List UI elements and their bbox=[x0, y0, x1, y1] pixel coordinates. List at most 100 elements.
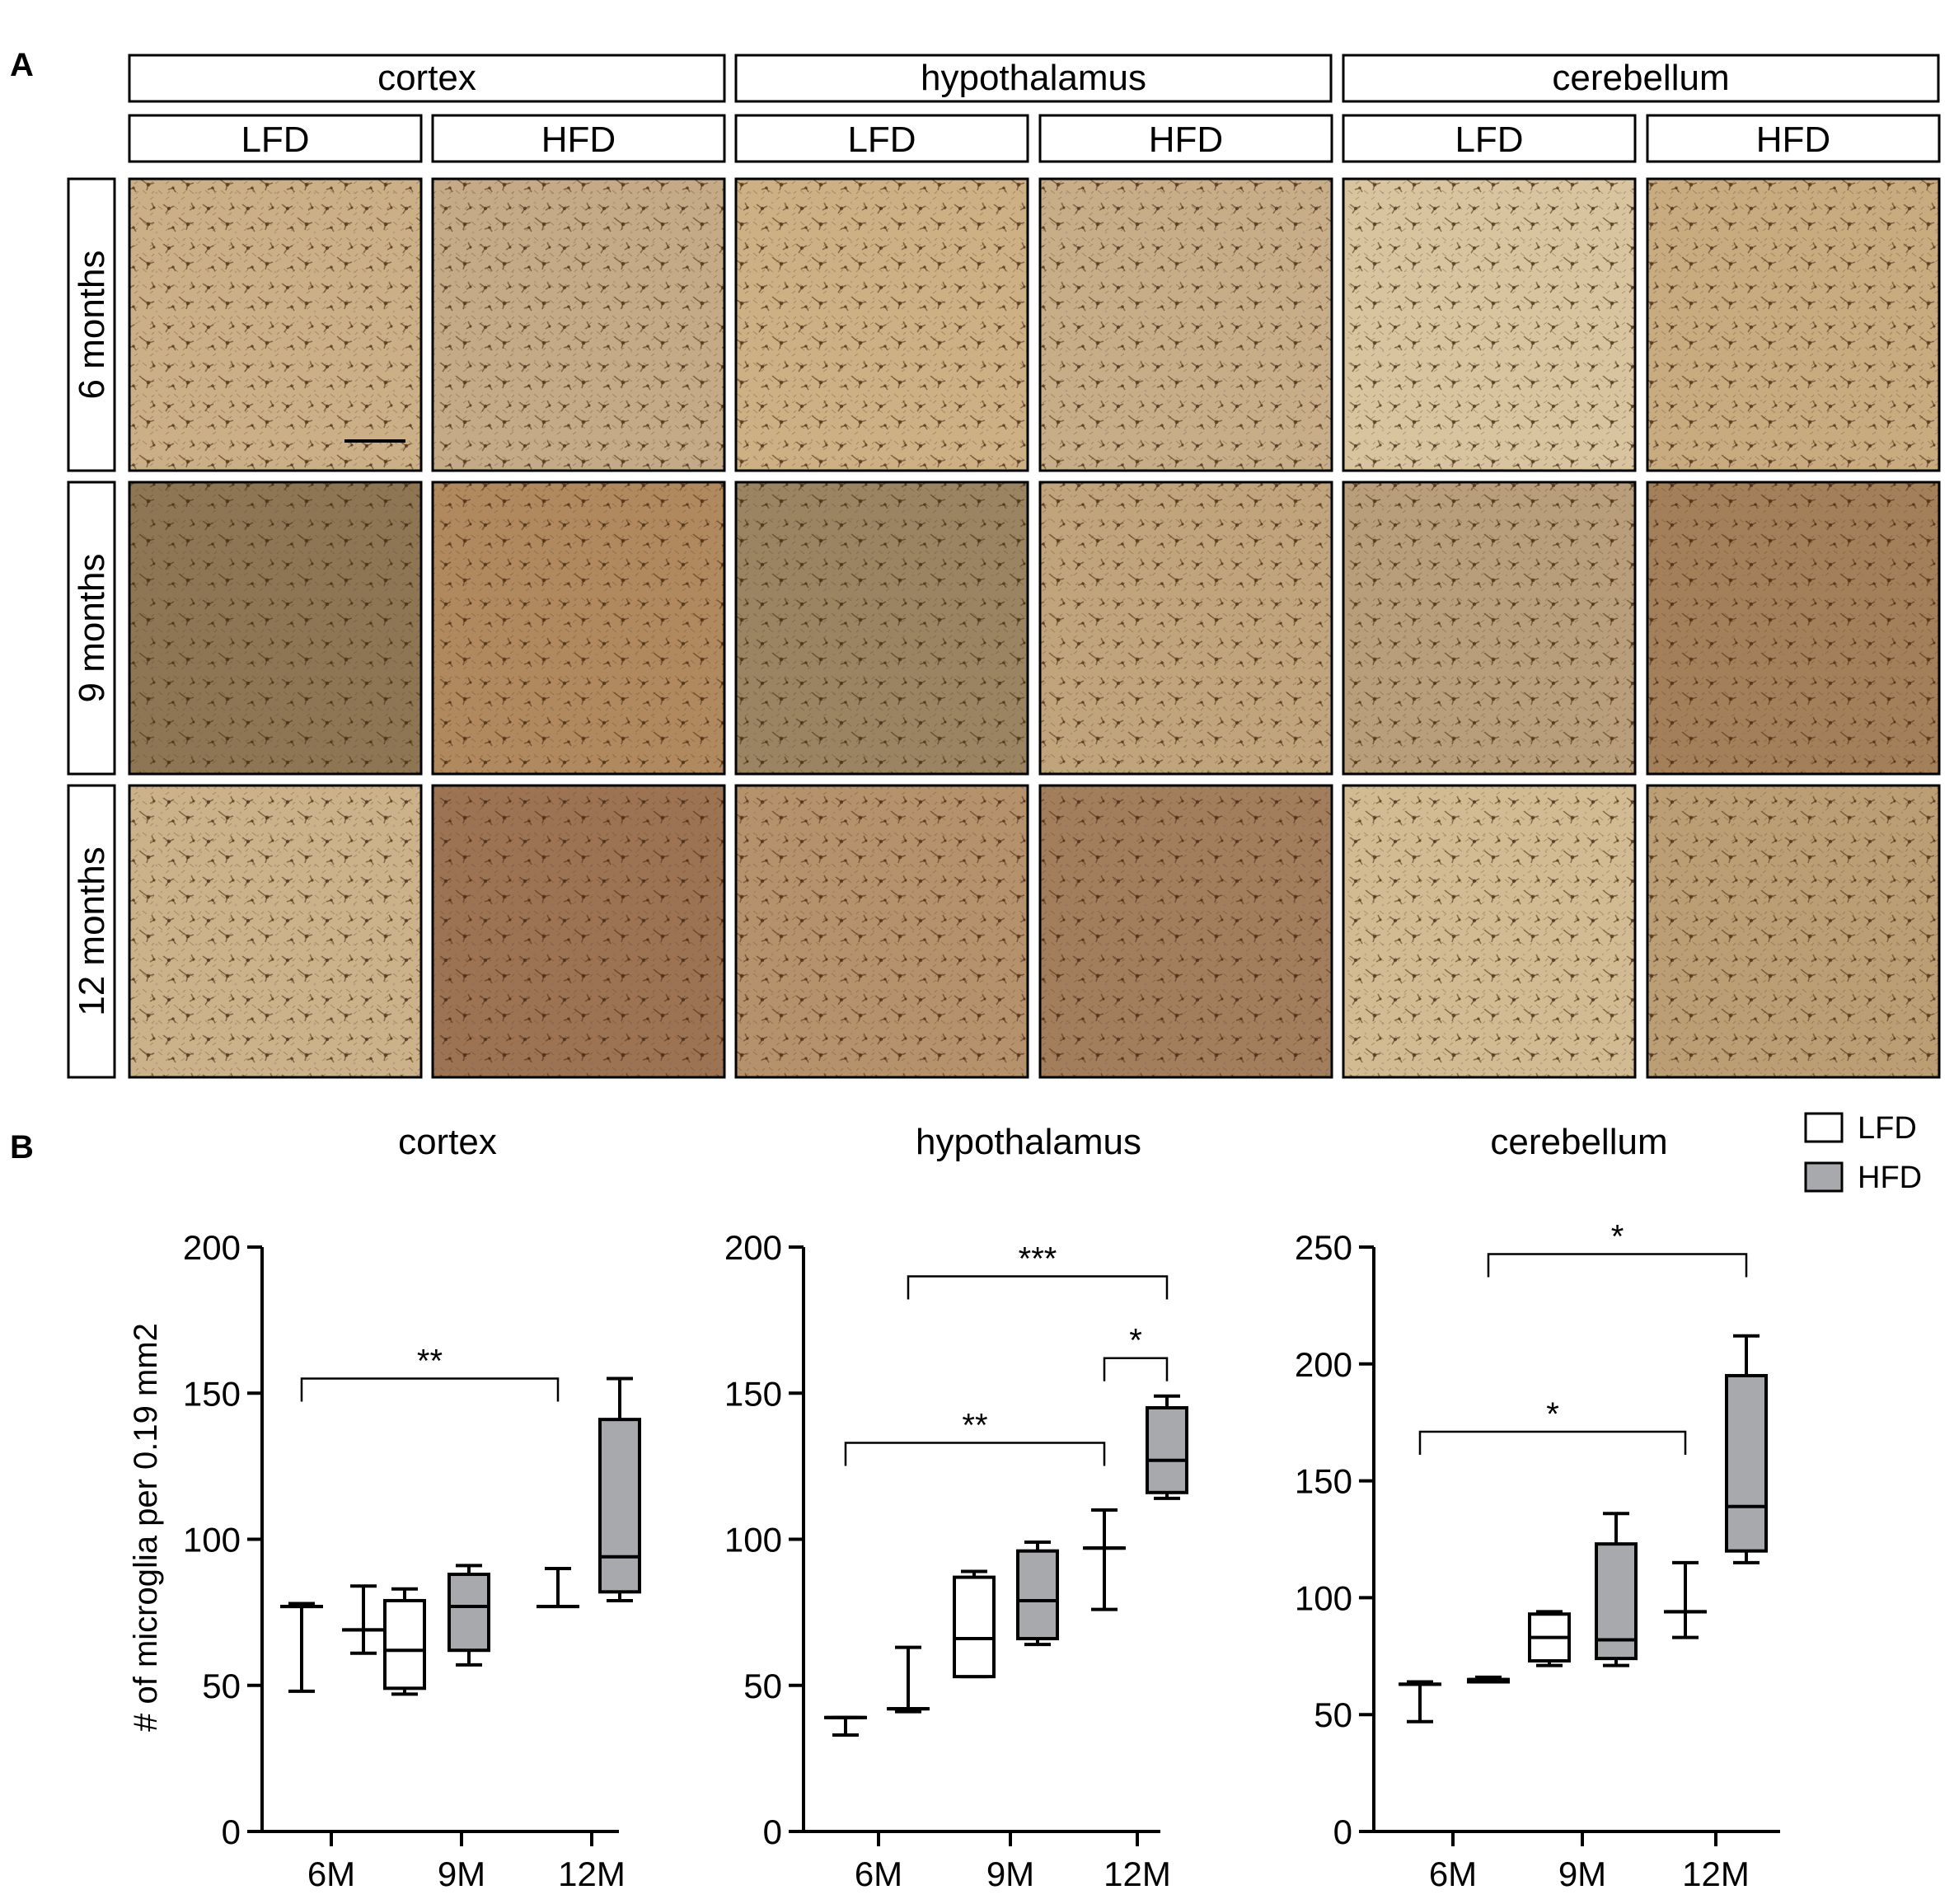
diet-header-box bbox=[1342, 114, 1637, 163]
micrograph-border bbox=[1646, 784, 1941, 1079]
box-body bbox=[383, 1598, 426, 1691]
y-tick-label: 150 bbox=[183, 1374, 241, 1413]
region-header-box bbox=[1342, 54, 1940, 103]
micrograph-cells bbox=[1040, 179, 1332, 471]
box-6m-lfd bbox=[1399, 1680, 1441, 1723]
region-headers: cortex hypothalamus cerebellum bbox=[128, 54, 1940, 103]
box-12m-lfd bbox=[1083, 1508, 1126, 1611]
legend-label-hfd: HFD bbox=[1858, 1161, 1922, 1195]
box-6m-hfd bbox=[1467, 1675, 1510, 1684]
significance-label: * bbox=[1129, 1323, 1142, 1359]
micrograph-cells bbox=[1647, 179, 1939, 471]
micrograph-border bbox=[431, 481, 726, 776]
y-tick-label: 0 bbox=[222, 1813, 241, 1851]
y-tick-label: 200 bbox=[724, 1228, 782, 1267]
panel-b: B # of microglia per 0.19 mm2 LFD HFD cor… bbox=[10, 1111, 1922, 1893]
timepoint-labels: 6 months 9 months 12 months bbox=[67, 177, 116, 1079]
micrograph-border bbox=[431, 177, 726, 472]
x-tick-label-12m: 12M bbox=[1682, 1855, 1750, 1893]
box-9m-lfd bbox=[383, 1587, 426, 1696]
chart-title-cortex: cortex bbox=[398, 1122, 497, 1162]
legend-label-lfd: LFD bbox=[1858, 1111, 1917, 1146]
micrograph-cells bbox=[736, 179, 1028, 471]
box-12m-hfd bbox=[1725, 1334, 1768, 1564]
y-tick-label: 100 bbox=[1295, 1578, 1352, 1617]
y-tick-label: 150 bbox=[1295, 1462, 1352, 1501]
micrograph-cells bbox=[736, 786, 1028, 1077]
micrograph-border bbox=[734, 481, 1029, 776]
x-tick-label-6m: 6M bbox=[1429, 1855, 1477, 1893]
y-tick-label: 100 bbox=[724, 1521, 782, 1559]
micrograph-cells bbox=[433, 482, 724, 774]
micrograph-border bbox=[1038, 177, 1333, 472]
legend: LFD HFD bbox=[1804, 1111, 1922, 1195]
diet-headers: LFD HFD LFD HFD LFD HFD bbox=[128, 114, 1941, 163]
y-tick-label: 50 bbox=[202, 1667, 241, 1705]
diet-header-box bbox=[431, 114, 726, 163]
chart-cortex: cortex 0 50 100 150 200 6M 9M 12M ** bbox=[183, 1122, 641, 1893]
timepoint-label: 9 months bbox=[72, 554, 112, 703]
box-12m-hfd bbox=[1146, 1394, 1188, 1500]
diet-header-lfd: LFD bbox=[847, 120, 916, 160]
box-6m-lfd bbox=[824, 1715, 867, 1738]
chart-title-hypothalamus: hypothalamus bbox=[916, 1122, 1141, 1162]
significance-bracket bbox=[907, 1275, 1169, 1300]
diet-header-box bbox=[128, 114, 423, 163]
y-tick-label: 50 bbox=[743, 1667, 782, 1705]
box-body bbox=[1016, 1549, 1059, 1641]
significance-bracket bbox=[1487, 1253, 1748, 1278]
box-12m-lfd bbox=[1664, 1560, 1707, 1639]
micrograph-cells bbox=[1343, 482, 1635, 774]
y-tick-label: 200 bbox=[1295, 1345, 1352, 1384]
micrograph-border bbox=[1342, 481, 1637, 776]
y-tick-label: 100 bbox=[183, 1521, 241, 1559]
box-6m-hfd bbox=[887, 1645, 930, 1714]
micrograph-cells bbox=[1647, 482, 1939, 774]
micrograph-border bbox=[1646, 481, 1941, 776]
micrograph-cells bbox=[1647, 786, 1939, 1077]
box-9m-hfd bbox=[447, 1564, 490, 1667]
significance-label: *** bbox=[1019, 1240, 1057, 1277]
micrograph-border bbox=[1038, 784, 1333, 1079]
panel-a-letter: A bbox=[10, 47, 34, 83]
box-body bbox=[953, 1575, 996, 1679]
micrograph-border bbox=[128, 784, 423, 1079]
diet-header-box bbox=[1038, 114, 1333, 163]
box-body bbox=[1725, 1373, 1768, 1553]
x-tick-label-12m: 12M bbox=[1104, 1855, 1171, 1893]
significance-label: * bbox=[1546, 1396, 1559, 1433]
box-9m-hfd bbox=[1595, 1512, 1638, 1667]
significance-bracket bbox=[844, 1442, 1106, 1466]
micrograph-border bbox=[1342, 177, 1637, 472]
timepoint-label-box bbox=[67, 481, 116, 776]
micrograph-border bbox=[128, 481, 423, 776]
micrograph-cells bbox=[433, 179, 724, 471]
region-header-box bbox=[734, 54, 1333, 103]
diet-header-lfd: LFD bbox=[241, 120, 309, 160]
significance-label: * bbox=[1611, 1219, 1624, 1255]
micrograph-cells bbox=[129, 482, 421, 774]
region-header-box bbox=[128, 54, 726, 103]
significance-label: ** bbox=[962, 1408, 987, 1444]
diet-header-box bbox=[734, 114, 1029, 163]
diet-header-hfd: HFD bbox=[1756, 120, 1830, 160]
y-tick-label: 200 bbox=[183, 1228, 241, 1267]
micrograph-border bbox=[128, 177, 423, 472]
micrograph-cells bbox=[433, 786, 724, 1077]
significance-bracket bbox=[1103, 1357, 1169, 1381]
timepoint-label-box bbox=[67, 784, 116, 1079]
region-header-cerebellum: cerebellum bbox=[1552, 58, 1729, 98]
micrograph-cells bbox=[129, 786, 421, 1077]
y-tick-label: 150 bbox=[724, 1374, 782, 1413]
timepoint-label-box bbox=[67, 177, 116, 472]
box-6m-hfd bbox=[342, 1584, 385, 1655]
micrograph-border bbox=[1342, 784, 1637, 1079]
chart-cerebellum: cerebellum 0 50 100 150 200 250 6M 9M 12M * * bbox=[1295, 1122, 1780, 1893]
region-header-hypothalamus: hypothalamus bbox=[921, 58, 1146, 98]
significance-bracket bbox=[1418, 1430, 1687, 1456]
micrograph-cells bbox=[736, 482, 1028, 774]
micrograph-cells bbox=[1040, 786, 1332, 1077]
